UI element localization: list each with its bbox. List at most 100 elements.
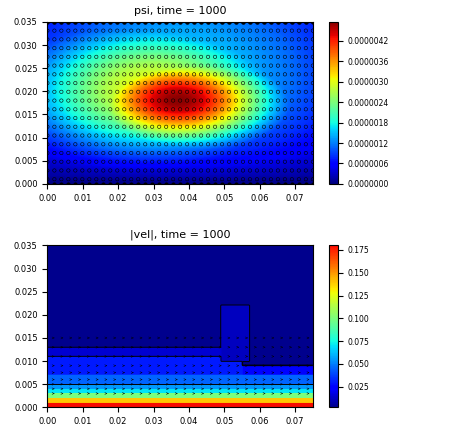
Point <box>44 123 51 130</box>
Point <box>64 167 72 174</box>
Point <box>176 106 184 113</box>
Point <box>309 123 317 130</box>
Point <box>57 176 65 183</box>
Point <box>246 123 254 130</box>
Point <box>176 97 184 104</box>
Point <box>225 176 233 183</box>
Point <box>85 80 93 87</box>
Point <box>225 180 233 187</box>
Point <box>51 80 58 87</box>
Point <box>204 106 212 113</box>
Point <box>155 123 163 130</box>
Point <box>51 176 58 183</box>
Point <box>260 158 268 165</box>
Point <box>155 180 163 187</box>
Point <box>135 106 142 113</box>
Point <box>288 71 296 78</box>
Point <box>295 18 303 25</box>
Point <box>176 53 184 60</box>
Point <box>295 180 303 187</box>
Point <box>120 36 128 43</box>
Point <box>239 106 247 113</box>
Point <box>211 36 219 43</box>
Point <box>57 27 65 34</box>
Point <box>197 71 205 78</box>
Point <box>197 80 205 87</box>
Point <box>169 97 177 104</box>
Point <box>183 176 191 183</box>
Point <box>197 18 205 25</box>
Point <box>100 18 107 25</box>
Point <box>135 27 142 34</box>
Point <box>135 80 142 87</box>
Point <box>204 45 212 52</box>
Point <box>120 115 128 122</box>
Point <box>183 149 191 156</box>
Point <box>155 158 163 165</box>
Point <box>281 180 289 187</box>
Point <box>204 62 212 69</box>
Point <box>309 167 317 174</box>
Point <box>113 115 121 122</box>
Point <box>72 62 79 69</box>
Point <box>309 180 317 187</box>
Point <box>211 132 219 139</box>
Point <box>169 36 177 43</box>
Point <box>232 45 240 52</box>
Point <box>128 45 135 52</box>
Point <box>295 149 303 156</box>
Point <box>92 149 100 156</box>
Point <box>225 141 233 148</box>
Point <box>107 141 114 148</box>
Point <box>135 123 142 130</box>
Point <box>190 106 198 113</box>
Point <box>107 36 114 43</box>
Point <box>309 132 317 139</box>
Point <box>107 71 114 78</box>
Point <box>288 141 296 148</box>
Point <box>128 62 135 69</box>
Point <box>183 106 191 113</box>
Point <box>288 97 296 104</box>
Point <box>169 149 177 156</box>
Point <box>51 88 58 95</box>
Point <box>163 18 170 25</box>
Point <box>232 62 240 69</box>
Point <box>267 27 275 34</box>
Point <box>120 18 128 25</box>
Point <box>100 88 107 95</box>
Point <box>274 80 282 87</box>
Point <box>309 36 317 43</box>
Point <box>72 106 79 113</box>
Point <box>218 80 226 87</box>
Point <box>183 18 191 25</box>
Point <box>44 36 51 43</box>
Point <box>302 97 310 104</box>
Point <box>72 27 79 34</box>
Point <box>281 80 289 87</box>
Point <box>57 180 65 187</box>
Point <box>260 167 268 174</box>
Point <box>218 141 226 148</box>
Point <box>107 106 114 113</box>
Point <box>218 62 226 69</box>
Point <box>72 167 79 174</box>
Point <box>176 149 184 156</box>
Point <box>141 27 149 34</box>
Point <box>239 97 247 104</box>
Point <box>163 115 170 122</box>
Point <box>148 132 156 139</box>
Point <box>309 18 317 25</box>
Point <box>246 115 254 122</box>
Point <box>288 53 296 60</box>
Point <box>246 71 254 78</box>
Point <box>51 149 58 156</box>
Point <box>169 176 177 183</box>
Point <box>190 71 198 78</box>
Point <box>281 18 289 25</box>
Point <box>92 80 100 87</box>
Point <box>57 36 65 43</box>
Point <box>274 45 282 52</box>
Point <box>302 71 310 78</box>
Point <box>239 88 247 95</box>
